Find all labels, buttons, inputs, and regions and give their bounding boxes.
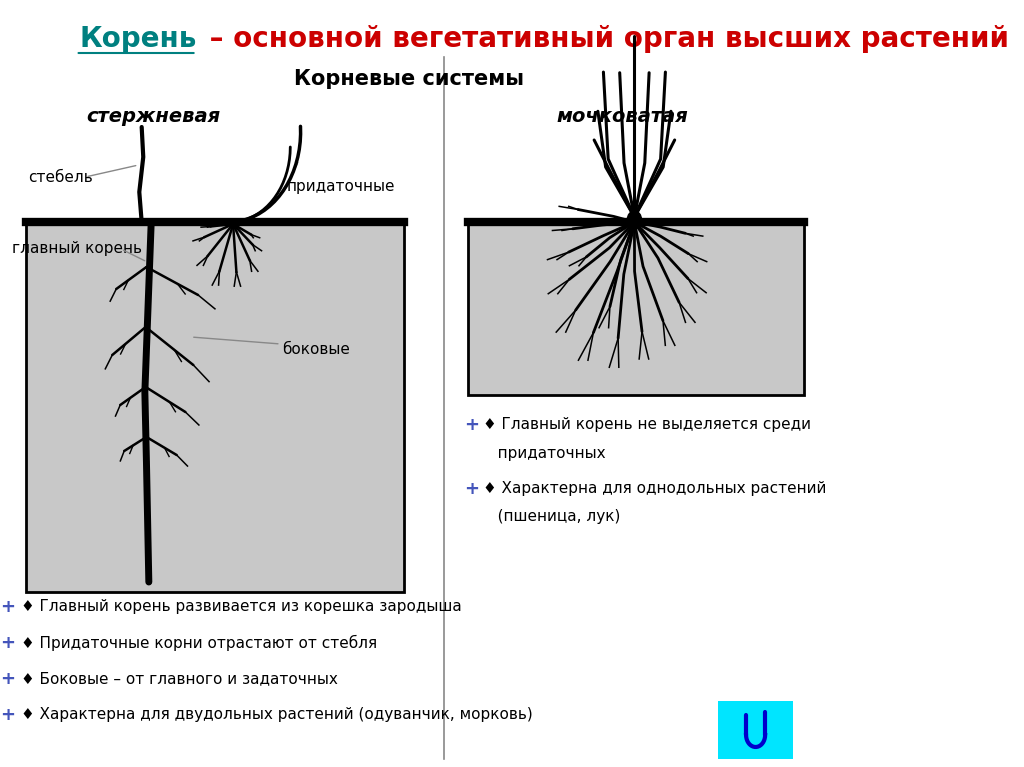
Text: боковые: боковые <box>283 341 350 357</box>
Circle shape <box>628 211 642 229</box>
Text: +: + <box>0 706 15 724</box>
Text: стебель: стебель <box>28 170 93 185</box>
Text: мочковатая: мочковатая <box>557 107 688 127</box>
Text: придаточных: придаточных <box>483 446 606 460</box>
Text: ♦ Главный корень развивается из корешка зародыша: ♦ Главный корень развивается из корешка … <box>20 600 462 614</box>
Text: +: + <box>465 416 479 434</box>
Text: придаточные: придаточные <box>287 179 395 195</box>
Text: стержневая: стержневая <box>87 107 220 127</box>
Text: ♦ Боковые – от главного и задаточных: ♦ Боковые – от главного и задаточных <box>20 671 338 686</box>
Text: Корневые системы: Корневые системы <box>295 69 524 89</box>
Text: ♦ Характерна для однодольных растений: ♦ Характерна для однодольных растений <box>483 482 826 496</box>
Text: ♦ Характерна для двудольных растений (одуванчик, морковь): ♦ Характерна для двудольных растений (од… <box>20 707 532 723</box>
Text: – основной вегетативный орган высших растений: – основной вегетативный орган высших рас… <box>200 25 1009 53</box>
Bar <box>718 701 794 759</box>
Text: ♦ Главный корень не выделяется среди: ♦ Главный корень не выделяется среди <box>483 417 811 433</box>
Bar <box>27 222 403 592</box>
Text: ♦ Придаточные корни отрастают от стебля: ♦ Придаточные корни отрастают от стебля <box>20 635 377 651</box>
Bar <box>468 222 804 395</box>
Text: +: + <box>0 670 15 688</box>
Text: +: + <box>0 598 15 616</box>
Text: +: + <box>0 634 15 652</box>
Text: +: + <box>465 480 479 498</box>
Text: главный корень: главный корень <box>12 242 142 256</box>
Text: (пшеница, лук): (пшеница, лук) <box>483 509 621 525</box>
Text: Корень: Корень <box>80 25 198 53</box>
